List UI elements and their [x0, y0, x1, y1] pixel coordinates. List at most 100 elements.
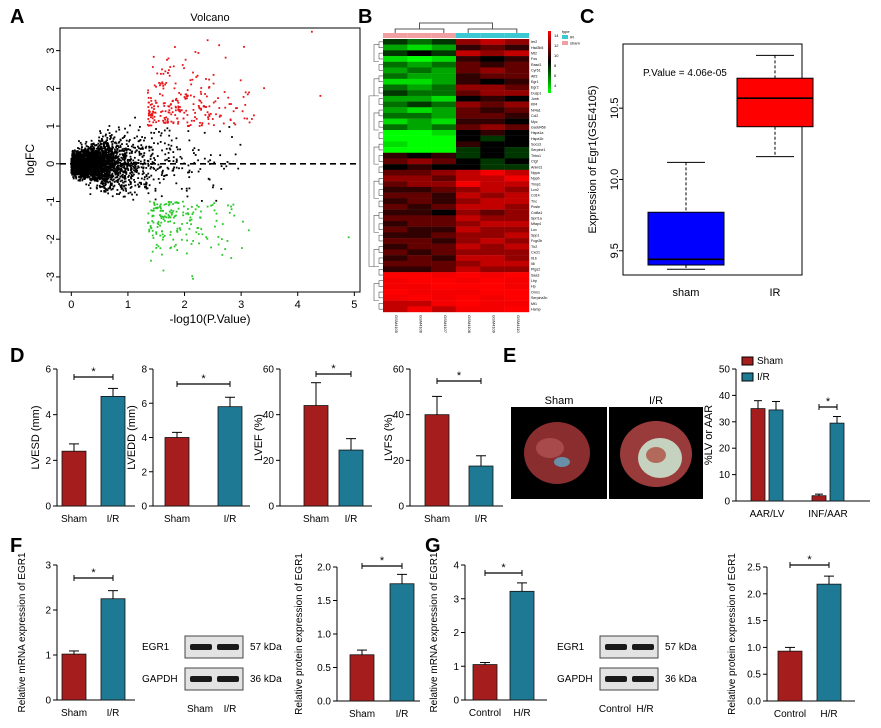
heatmap-cell [383, 124, 408, 131]
volcano-point-down [157, 221, 160, 223]
blot-size-label: 57 kDa [250, 642, 282, 653]
volcano-xtick-label: 0 [68, 299, 74, 311]
volcano-point-down [221, 223, 224, 225]
dendro-line [368, 95, 374, 267]
volcano-point-down [174, 243, 177, 246]
volcano-point [113, 184, 116, 187]
volcano-point [175, 182, 178, 185]
heatmap-row-label: Junb [531, 97, 539, 101]
volcano-point [84, 149, 87, 152]
volcano-point [132, 146, 135, 149]
volcano-point-down [165, 216, 168, 219]
volcano-point [86, 169, 88, 172]
volcano-point [103, 145, 106, 148]
volcano-point [117, 155, 120, 158]
volcano-point [104, 142, 107, 145]
volcano-point-down [247, 229, 250, 232]
volcano-point [114, 172, 117, 175]
volcano-xtick-label: 3 [238, 299, 244, 311]
volcano-point [106, 139, 108, 141]
volcano-point-up [201, 122, 204, 124]
volcano-point [92, 146, 95, 149]
volcano-point [168, 147, 171, 150]
volcano-point [141, 136, 144, 138]
volcano-point-down [162, 216, 165, 218]
volcano-point [126, 167, 129, 170]
heatmap-cell [431, 112, 457, 119]
volcano-point-down [173, 222, 176, 225]
volcano-point-down [176, 249, 179, 251]
volcano-point [134, 151, 137, 154]
volcano-point-down [162, 218, 165, 221]
heatmap-cell [456, 158, 481, 165]
volcano-point-up [170, 113, 173, 116]
bar-category-label: I/R [345, 514, 358, 525]
volcano-point [109, 180, 111, 183]
volcano-point-down [196, 204, 198, 207]
volcano-point [159, 203, 162, 206]
heatmap-cell [407, 215, 432, 222]
volcano-point [137, 183, 139, 186]
volcano-point [88, 161, 91, 164]
bar-sham [61, 653, 87, 701]
volcano-point-up [236, 107, 238, 109]
volcano-point [98, 157, 100, 160]
volcano-point [104, 190, 107, 193]
volcano-point-up [178, 109, 181, 111]
heatmap-cell [383, 61, 408, 68]
volcano-point [122, 166, 124, 169]
volcano-point [117, 171, 119, 174]
heatmap-row-label: Postn [531, 205, 540, 209]
heatmap-cell [456, 215, 481, 222]
volcano-xtick-label: 2 [181, 299, 187, 311]
volcano-point [91, 143, 94, 145]
volcano-point [180, 187, 183, 190]
volcano-point-down [178, 227, 181, 229]
volcano-point-down [175, 214, 177, 217]
heatmap-column-dendrogram [394, 22, 518, 33]
volcano-point [130, 158, 132, 160]
volcano-point [117, 126, 120, 129]
blot-band [190, 644, 212, 650]
heatmap-row-label: Hsd3b5 [531, 46, 543, 50]
volcano-point [83, 159, 86, 162]
volcano-point-up [175, 97, 178, 100]
heatmap-cell [480, 147, 505, 153]
volcano-point [197, 159, 199, 162]
volcano-point-up [185, 93, 188, 96]
heatmap-cell [383, 249, 408, 256]
volcano-point [163, 175, 165, 177]
volcano-point [132, 165, 135, 168]
volcano-point [75, 166, 78, 169]
heatmap-cell [480, 56, 505, 62]
volcano-point [180, 157, 183, 160]
volcano-point [90, 149, 93, 152]
heatmap-cell [407, 135, 432, 142]
bar-category-label: Sham [303, 514, 329, 525]
volcano-point [85, 183, 88, 186]
volcano-point [104, 164, 107, 167]
heatmap-cell [480, 232, 505, 239]
volcano-point [90, 158, 93, 160]
volcano-point [159, 214, 161, 216]
heatmap-cell [431, 39, 457, 45]
volcano-point [145, 183, 148, 186]
volcano-point [77, 147, 79, 149]
volcano-point [81, 160, 84, 162]
heatmap-row-label: Hp [531, 285, 536, 289]
volcano-point-down [232, 203, 235, 206]
volcano-point [89, 146, 92, 149]
volcano-point [81, 163, 84, 166]
volcano-point [83, 174, 86, 177]
volcano-point [121, 157, 124, 160]
heatmap-cell [407, 124, 432, 131]
bar-ytick-label: 1 [45, 651, 51, 662]
heatmap-cell [504, 124, 530, 131]
volcano-point [111, 156, 114, 159]
bar-ytick-label: 2 [45, 456, 51, 467]
significance-star: * [331, 363, 336, 375]
volcano-point-down [173, 245, 176, 248]
volcano-point [109, 169, 111, 172]
volcano-point-up [186, 114, 189, 116]
